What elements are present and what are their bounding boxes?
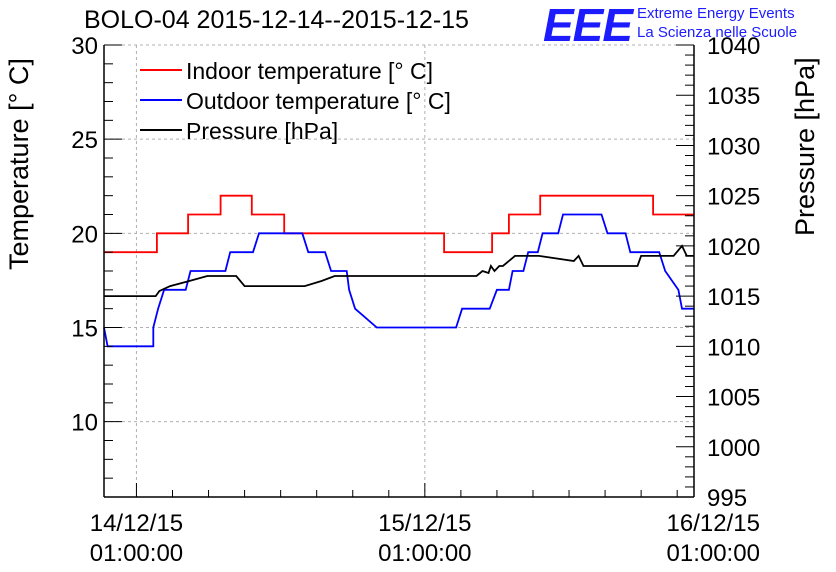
y-tick-label-right: 1000 bbox=[707, 435, 760, 462]
y-tick-label-right: 1005 bbox=[707, 385, 760, 412]
y-tick-label-left: 20 bbox=[71, 221, 98, 248]
series-pressure-line bbox=[104, 244, 694, 298]
y-tick-label-left: 15 bbox=[71, 316, 98, 343]
x-tick-label-date: 15/12/15 bbox=[378, 510, 471, 537]
chart-title: BOLO-04 2015-12-14--2015-12-15 bbox=[84, 6, 469, 34]
y-tick-label-right: 1035 bbox=[707, 83, 760, 110]
y-tick-label-right: 1040 bbox=[707, 33, 760, 60]
y-tick-label-left: 10 bbox=[71, 410, 98, 437]
x-tick-label-date: 16/12/15 bbox=[667, 510, 760, 537]
legend-item-indoor: Indoor temperature [° C] bbox=[140, 58, 433, 85]
y-tick-label-right: 995 bbox=[707, 485, 747, 512]
logo-subtitle-line2: La Scienza nelle Scuole bbox=[637, 24, 798, 41]
series-layer bbox=[103, 194, 694, 348]
y-tick-label-right: 1010 bbox=[707, 334, 760, 361]
y-tick-label-right: 1015 bbox=[707, 284, 760, 311]
legend-swatch-indoor bbox=[140, 68, 182, 71]
y-tick-label-right: 1020 bbox=[707, 234, 760, 261]
eee-logo: EEE bbox=[543, 0, 633, 51]
x-tick-label-time: 01:00:00 bbox=[90, 540, 183, 567]
series-indoor-line bbox=[104, 194, 694, 254]
legend-label-indoor: Indoor temperature [° C] bbox=[186, 58, 433, 84]
y-axis-label-right: Pressure [hPa] bbox=[790, 57, 820, 236]
series-outdoor-line bbox=[103, 213, 694, 348]
legend-label-outdoor: Outdoor temperature [° C] bbox=[186, 88, 451, 114]
y-tick-label-left: 30 bbox=[71, 33, 98, 60]
y-tick-label-right: 1025 bbox=[707, 184, 760, 211]
y-axis-label-left: Temperature [° C] bbox=[4, 58, 34, 270]
legend-item-outdoor: Outdoor temperature [° C] bbox=[140, 88, 451, 115]
legend-swatch-pressure bbox=[140, 128, 182, 131]
x-tick-label-date: 14/12/15 bbox=[90, 510, 183, 537]
y-tick-label-left: 25 bbox=[71, 127, 98, 154]
axes: 1015202530995100010051010101510201025103… bbox=[71, 33, 760, 567]
y-tick-label-right: 1030 bbox=[707, 133, 760, 160]
x-tick-label-time: 01:00:00 bbox=[378, 540, 471, 567]
legend-swatch-outdoor bbox=[140, 98, 182, 101]
logo-subtitle-line1: Extreme Energy Events bbox=[637, 5, 795, 22]
x-tick-label-time: 01:00:00 bbox=[667, 540, 760, 567]
legend-label-pressure: Pressure [hPa] bbox=[186, 118, 339, 144]
legend-item-pressure: Pressure [hPa] bbox=[140, 118, 338, 145]
